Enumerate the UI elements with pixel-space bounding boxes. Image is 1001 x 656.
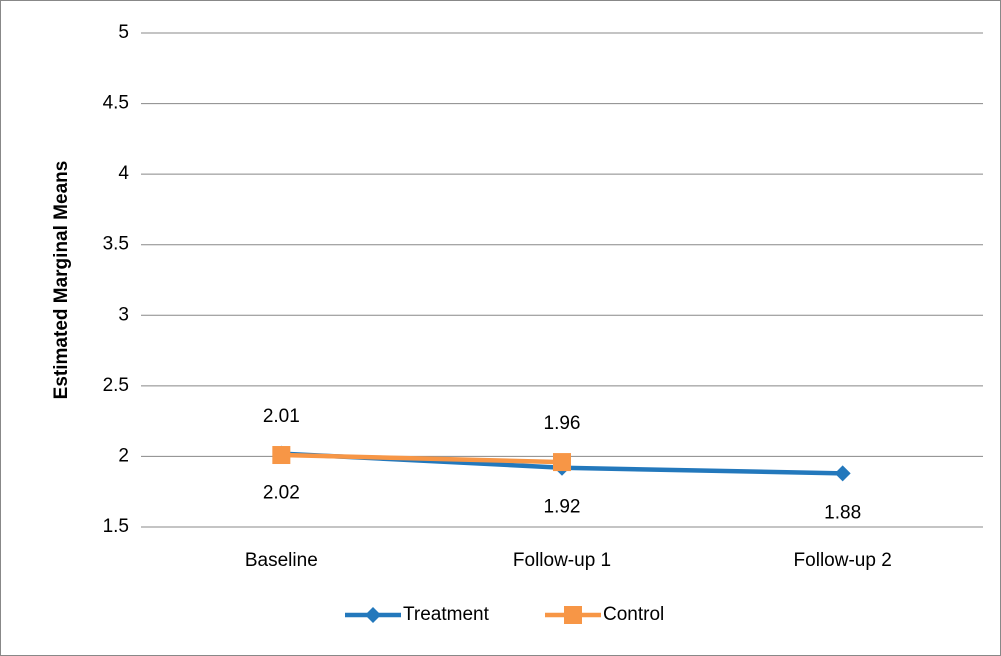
legend-label: Treatment: [403, 604, 490, 625]
marker: [564, 606, 582, 624]
y-tick-label: 5: [118, 22, 129, 43]
y-tick-label: 4.5: [103, 93, 129, 114]
y-axis-title: Estimated Marginal Means: [51, 161, 72, 400]
x-tick-label: Baseline: [245, 550, 318, 571]
y-tick-label: 4: [118, 163, 129, 184]
legend-label: Control: [603, 604, 664, 625]
y-tick-label: 3: [118, 304, 129, 325]
data-label: 1.96: [544, 413, 581, 434]
marker: [834, 465, 851, 482]
series-line: [281, 452, 563, 465]
y-tick-label: 2: [118, 445, 129, 466]
marker: [272, 446, 291, 465]
y-tick-label: 1.5: [103, 516, 129, 537]
data-label: 1.92: [544, 497, 581, 518]
data-label: 2.02: [263, 483, 300, 504]
data-label: 1.88: [824, 502, 861, 523]
y-tick-label: 3.5: [103, 234, 129, 255]
x-tick-label: Follow-up 1: [513, 550, 611, 571]
marker: [553, 453, 571, 472]
marker: [365, 607, 381, 623]
x-tick-label: Follow-up 2: [794, 550, 892, 571]
y-tick-label: 2.5: [103, 375, 129, 396]
data-label: 2.01: [263, 406, 300, 427]
